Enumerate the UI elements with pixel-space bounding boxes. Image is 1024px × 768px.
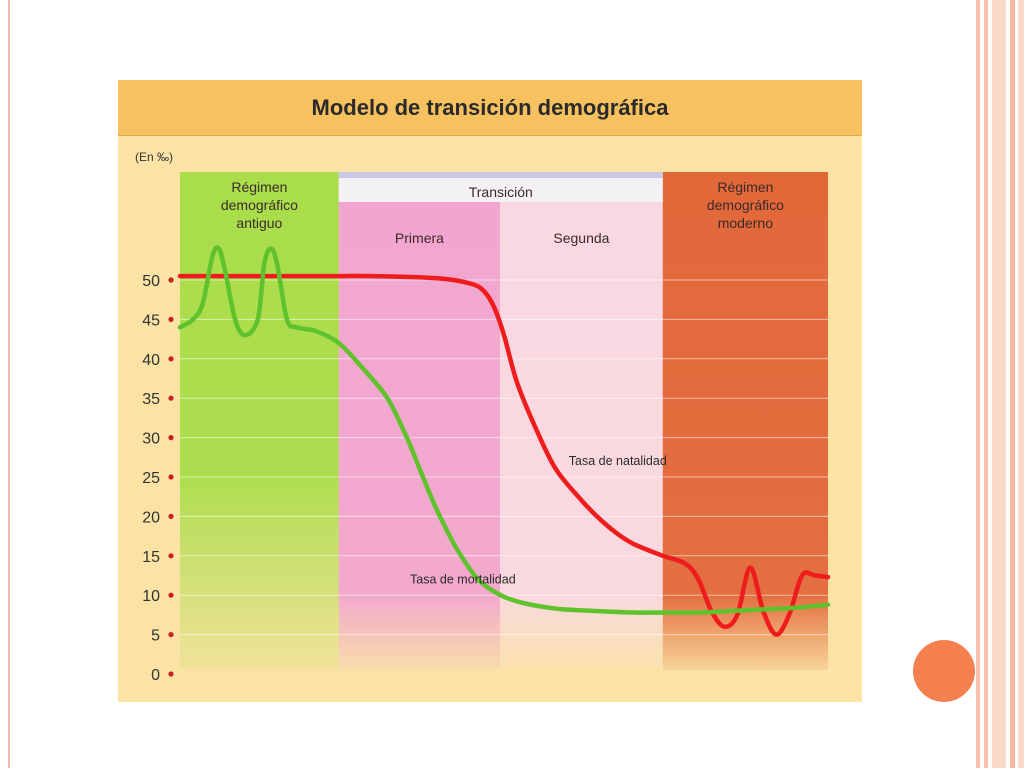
y-tick-dot (168, 356, 174, 362)
y-tick-dot (168, 277, 174, 283)
accent-dot (913, 640, 975, 702)
phase-label-4-line-2: demográfico (707, 197, 784, 213)
y-tick-label: 5 (151, 628, 160, 645)
phase-band-2 (338, 172, 501, 670)
phase-label-1-line-1: Régimen (231, 179, 287, 195)
series-line-mortalidad (177, 245, 831, 615)
chart-title: Modelo de transición demográfica (118, 80, 862, 136)
phase-label-3-line-1: Segunda (553, 230, 609, 246)
y-tick-dot (168, 592, 174, 598)
phase-label-4-line-3: moderno (718, 215, 773, 231)
y-tick-dot (168, 632, 174, 638)
y-tick-label: 30 (142, 431, 160, 448)
y-tick-dot (168, 513, 174, 519)
phase-band-3 (500, 172, 663, 670)
y-tick-dot (168, 553, 174, 559)
transition-label: Transición (469, 184, 533, 200)
annotation-1: Tasa de natalidad (569, 454, 667, 468)
y-tick-label: 20 (142, 509, 160, 526)
y-tick-label: 40 (142, 352, 160, 369)
y-tick-label: 50 (142, 273, 160, 290)
phase-label-1-line-2: demográfico (221, 197, 298, 213)
slide-border-left (8, 0, 10, 768)
annotation-2: Tasa de mortalidad (410, 572, 516, 586)
y-tick-dot (168, 395, 174, 401)
phase-label-4-line-1: Régimen (717, 179, 773, 195)
y-tick-label: 25 (142, 470, 160, 487)
y-tick-label: 0 (151, 667, 160, 684)
slide-stripes (976, 0, 1024, 768)
y-tick-dot (168, 671, 174, 677)
transition-strip-top (338, 172, 663, 178)
y-tick-dot (168, 474, 174, 480)
y-tick-dot (168, 435, 174, 441)
y-tick-dot (168, 316, 174, 322)
series-line-natalidad (177, 273, 831, 637)
y-tick-label: 15 (142, 549, 160, 566)
phase-label-1-line-3: antiguo (236, 215, 282, 231)
y-tick-label: 45 (142, 312, 160, 329)
phase-band-1 (180, 172, 339, 670)
transition-header (338, 178, 663, 202)
y-tick-label: 10 (142, 588, 160, 605)
phase-label-2-line-1: Primera (395, 230, 444, 246)
chart-svg: Régimen demográfico antiguo Primera Segunda R… (135, 150, 831, 684)
y-tick-label: 35 (142, 391, 160, 408)
chart-figure: Modelo de transición demográfica Régimen… (118, 80, 862, 702)
y-axis-unit: (En ‰) (135, 150, 173, 164)
